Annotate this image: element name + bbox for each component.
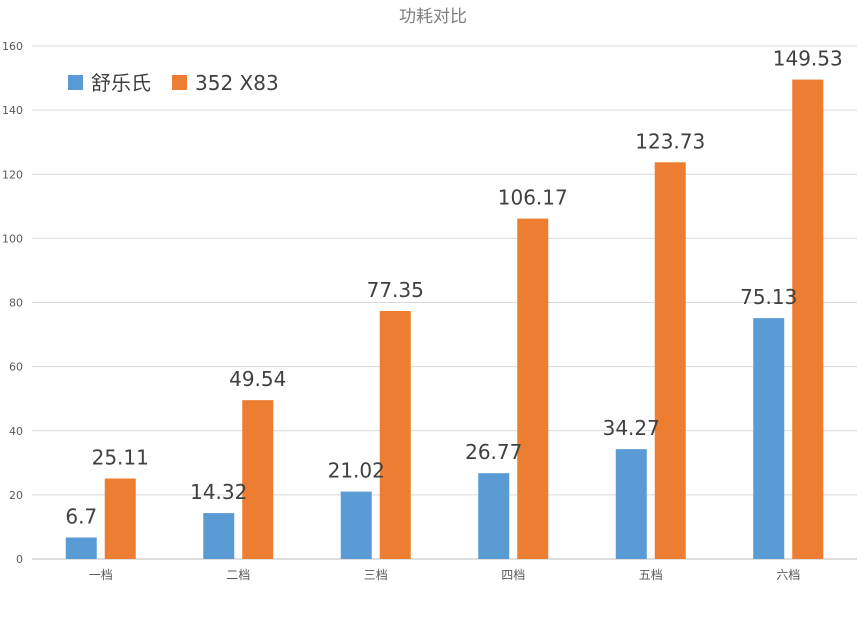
data-label: 21.02 — [328, 459, 385, 483]
y-axis-ticks: 0 20 40 60 80 100 120 140 160 — [2, 40, 23, 566]
data-label: 6.7 — [65, 505, 97, 529]
data-label: 49.54 — [229, 367, 286, 391]
y-tick-label: 40 — [9, 425, 23, 438]
chart-title: 功耗对比 — [399, 7, 467, 27]
bar-series2 — [242, 400, 274, 559]
x-tick-label: 三档 — [364, 568, 388, 582]
legend-swatch — [68, 75, 83, 90]
bar-series1 — [615, 449, 647, 559]
bar-series2 — [792, 79, 824, 560]
x-tick-label: 五档 — [639, 568, 663, 582]
legend-label: 舒乐氏 — [91, 71, 151, 95]
x-tick-label: 四档 — [501, 568, 525, 582]
data-label: 77.35 — [367, 278, 424, 302]
legend-swatch — [172, 75, 187, 90]
data-label: 106.17 — [498, 186, 568, 210]
data-label: 25.11 — [92, 445, 149, 469]
y-tick-label: 80 — [9, 297, 23, 310]
legend-label: 352 X83 — [195, 71, 279, 95]
y-tick-label: 0 — [16, 553, 23, 566]
x-axis-ticks: 一档 二档 三档 四档 五档 六档 — [89, 568, 801, 582]
y-tick-label: 120 — [2, 168, 23, 181]
data-label: 14.32 — [190, 480, 247, 504]
bar-series1 — [340, 491, 372, 559]
y-tick-label: 20 — [9, 489, 23, 502]
y-tick-label: 160 — [2, 40, 23, 53]
bar-series2 — [654, 162, 686, 559]
bar-series1 — [65, 537, 97, 559]
x-tick-label: 六档 — [776, 568, 800, 582]
x-tick-label: 二档 — [226, 568, 250, 582]
y-tick-label: 140 — [2, 104, 23, 117]
legend: 舒乐氏 352 X83 — [68, 71, 279, 95]
y-tick-label: 60 — [9, 361, 23, 374]
bar-series1 — [753, 318, 785, 559]
bar-series1 — [203, 513, 235, 559]
x-tick-label: 一档 — [89, 568, 113, 582]
bars — [65, 79, 824, 560]
data-label: 149.53 — [773, 47, 843, 71]
bar-series2 — [104, 478, 136, 559]
y-tick-label: 100 — [2, 232, 23, 245]
data-label: 123.73 — [635, 129, 705, 153]
data-label: 26.77 — [465, 440, 522, 464]
data-labels: 6.7 25.11 14.32 49.54 21.02 77.35 26.77 106.17 3… — [65, 47, 842, 529]
bar-series2 — [517, 218, 549, 559]
bar-series1 — [478, 473, 510, 559]
bar-series2 — [379, 310, 411, 559]
gridlines — [32, 45, 857, 560]
data-label: 75.13 — [740, 285, 797, 309]
data-label: 34.27 — [603, 416, 660, 440]
